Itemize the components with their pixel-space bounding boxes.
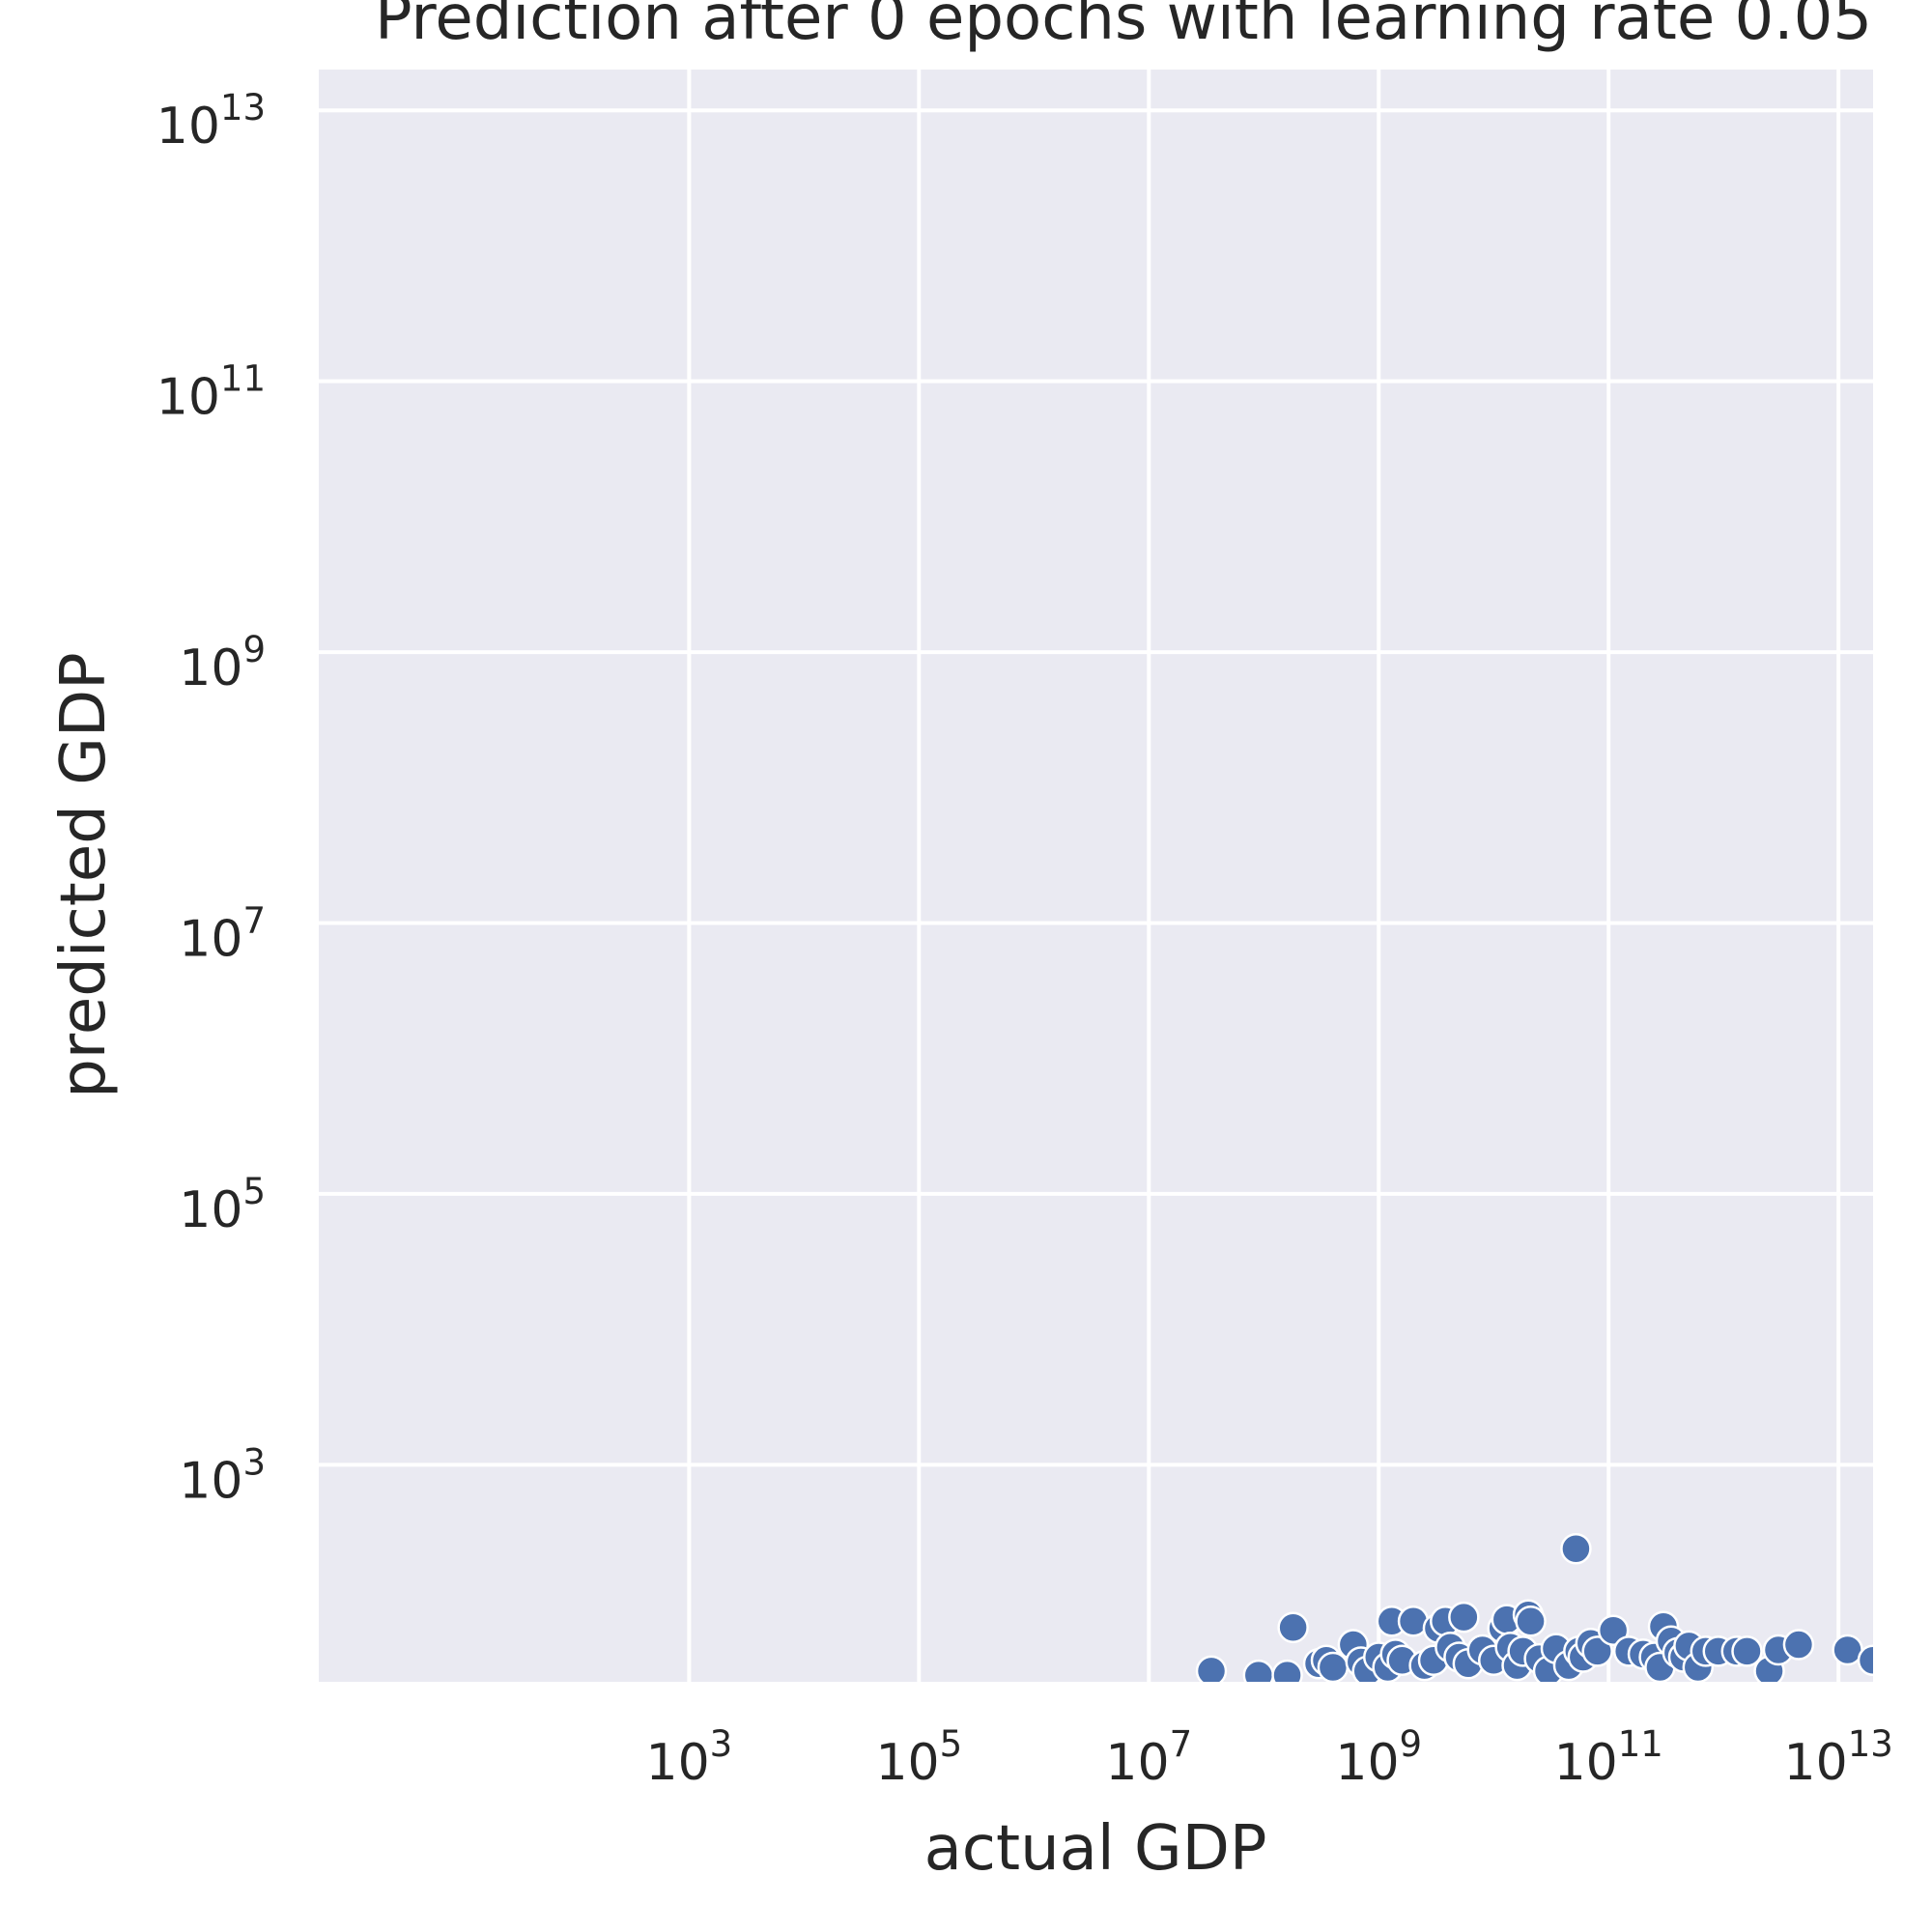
data-point [1195, 1655, 1228, 1682]
data-points [1195, 1533, 1873, 1682]
y-axis-label: predicted GDP [48, 652, 120, 1097]
x-tick-labels: 103 105 107 109 1011 1013 [645, 1723, 1892, 1792]
data-point [1560, 1533, 1592, 1565]
x-tick-label: 109 [1335, 1723, 1422, 1792]
y-tick-label: 1011 [156, 358, 266, 427]
data-point [1271, 1659, 1303, 1682]
data-point [1515, 1605, 1547, 1637]
y-tick-label: 103 [179, 1441, 266, 1510]
data-point [1581, 1635, 1613, 1667]
y-tick-label: 109 [179, 629, 266, 697]
x-tick-label: 107 [1105, 1723, 1192, 1792]
data-point [1317, 1651, 1350, 1682]
chart-title: Prediction after 0 epochs with learning … [375, 0, 1872, 54]
data-point [1857, 1644, 1873, 1677]
x-tick-label: 1011 [1554, 1723, 1663, 1792]
y-tick-labels: 103 105 107 109 1011 1013 [156, 87, 266, 1510]
y-tick-label: 1013 [156, 87, 266, 156]
plot-area [319, 70, 1873, 1682]
data-point [1277, 1611, 1309, 1643]
x-tick-label: 1013 [1784, 1723, 1893, 1792]
y-tick-label: 105 [179, 1171, 266, 1239]
data-point [1448, 1601, 1480, 1634]
x-tick-label: 103 [645, 1723, 732, 1792]
y-gridlines [319, 108, 1873, 1467]
data-point [1782, 1629, 1815, 1661]
x-gridlines [687, 70, 1841, 1682]
data-point [1597, 1614, 1630, 1646]
y-tick-label: 107 [179, 900, 266, 969]
x-tick-label: 105 [875, 1723, 962, 1792]
data-point [1731, 1635, 1763, 1667]
x-axis-label: actual GDP [924, 1813, 1267, 1885]
data-point [1242, 1659, 1275, 1682]
